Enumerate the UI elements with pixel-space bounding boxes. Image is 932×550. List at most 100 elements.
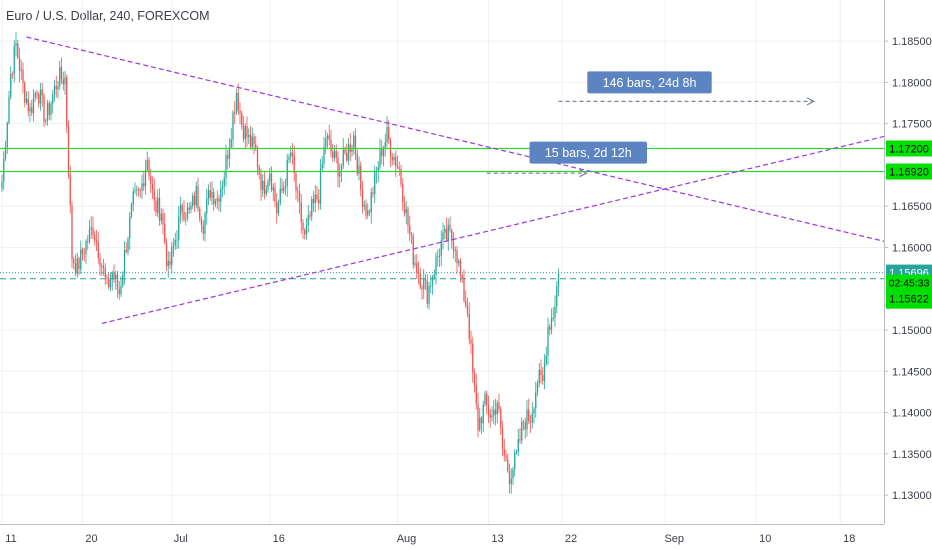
candle-body xyxy=(283,187,285,192)
candle-body xyxy=(141,183,143,191)
candle-body xyxy=(458,260,460,264)
candle-body xyxy=(270,173,273,191)
candle-body xyxy=(97,242,99,258)
candle-body xyxy=(470,339,472,344)
candle-body xyxy=(235,92,238,113)
candle-body xyxy=(346,153,348,161)
candle-body xyxy=(473,372,476,386)
candle-body xyxy=(319,168,322,204)
candle-body xyxy=(468,313,470,340)
candle-body xyxy=(109,279,112,288)
candle-body xyxy=(291,152,294,156)
candle-body xyxy=(239,110,241,114)
candle-body xyxy=(337,157,339,177)
candle-body xyxy=(116,274,119,289)
candle-body xyxy=(183,211,185,220)
candle-body xyxy=(304,230,306,235)
candle-body xyxy=(165,242,168,267)
candle-body xyxy=(475,385,477,404)
candle-body xyxy=(129,216,131,239)
candle-body xyxy=(66,77,68,127)
candle-body xyxy=(393,157,395,161)
candle-body xyxy=(489,414,491,418)
candle-body xyxy=(381,149,383,156)
candle-body xyxy=(207,190,210,199)
candle-body xyxy=(374,172,376,195)
candle-body xyxy=(211,191,213,198)
candle-body xyxy=(536,383,539,393)
candle-body xyxy=(204,213,206,234)
candle-body xyxy=(395,157,397,167)
x-tick-label: 20 xyxy=(85,533,97,545)
candle-body xyxy=(508,470,511,485)
candle-body xyxy=(169,260,171,266)
candle-body xyxy=(94,235,96,241)
candle-body xyxy=(363,204,365,207)
candle-body xyxy=(379,149,381,168)
measure-label-box xyxy=(529,141,647,164)
candle-body xyxy=(3,158,5,182)
candle-body xyxy=(263,180,266,195)
candle-body xyxy=(547,326,549,356)
candle-body xyxy=(356,153,358,174)
candle-body xyxy=(67,126,70,176)
candle-body xyxy=(333,150,336,158)
candle-body xyxy=(556,286,558,307)
candle-body xyxy=(13,46,15,75)
candle-body xyxy=(535,392,537,409)
candle-body xyxy=(122,274,124,286)
y-tick-label: 1.14500 xyxy=(892,366,932,378)
candle-body xyxy=(1,181,3,189)
candle-body xyxy=(515,452,518,453)
candle-body xyxy=(454,250,456,251)
candle-body xyxy=(521,421,523,441)
candle-body xyxy=(423,279,425,290)
candle-body xyxy=(279,188,281,204)
candle-body xyxy=(496,402,498,415)
candle-body xyxy=(115,274,117,279)
candle-body xyxy=(351,147,353,152)
candle-body xyxy=(435,256,437,275)
candle-body xyxy=(251,136,253,148)
candle-body xyxy=(498,402,500,410)
candle-body xyxy=(421,287,423,290)
candle-body xyxy=(430,285,432,287)
candle-body xyxy=(391,156,393,161)
candle-body xyxy=(92,227,94,236)
candle-body xyxy=(10,74,12,97)
candle-body xyxy=(335,150,337,158)
candle-body xyxy=(172,245,175,248)
candle-body xyxy=(39,89,42,104)
candle-body xyxy=(403,202,406,214)
candle-body xyxy=(326,135,329,139)
candle-body xyxy=(242,125,245,140)
candle-body xyxy=(466,305,469,314)
candle-body xyxy=(108,278,110,288)
candle-body xyxy=(328,135,330,140)
candle-body xyxy=(48,103,50,115)
candle-body xyxy=(186,207,189,219)
candle-body xyxy=(249,134,252,148)
last-price-label: 1.15622 xyxy=(889,294,929,306)
candle-body xyxy=(36,93,38,95)
countdown-label: 02:45:33 xyxy=(889,278,930,290)
candle-body xyxy=(424,279,427,281)
candle-body xyxy=(269,173,271,182)
candle-body xyxy=(179,205,182,216)
candle-body xyxy=(487,404,490,415)
candle-body xyxy=(228,146,231,159)
candle-body xyxy=(174,239,176,246)
candle-body xyxy=(517,438,519,453)
candle-body xyxy=(76,258,78,274)
candle-body xyxy=(512,469,514,479)
candle-body xyxy=(550,318,553,330)
candle-body xyxy=(281,188,283,192)
candle-body xyxy=(164,223,166,243)
candle-body xyxy=(407,208,409,226)
candle-body xyxy=(4,147,7,159)
candle-body xyxy=(134,190,136,192)
candle-body xyxy=(192,195,194,206)
candle-body xyxy=(412,236,414,265)
candle-body xyxy=(419,273,421,288)
